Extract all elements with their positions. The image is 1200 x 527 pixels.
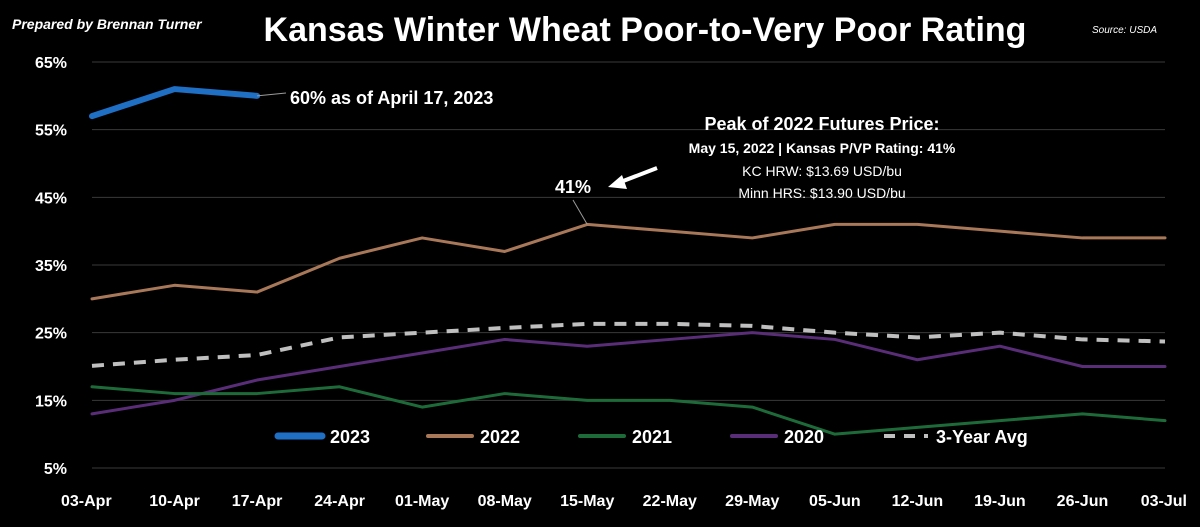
series-line-3-year-avg — [91, 321, 1166, 368]
y-tick-label: 65% — [35, 55, 67, 72]
legend-label: 3-Year Avg — [936, 427, 1028, 447]
y-tick-label: 45% — [35, 190, 67, 207]
arrow-icon — [608, 166, 658, 189]
x-tick-label: 03-Apr — [61, 493, 112, 510]
annotation-41: 41% — [555, 177, 591, 197]
x-tick-label: 24-Apr — [314, 493, 365, 510]
x-tick-label: 17-Apr — [232, 493, 283, 510]
x-tick-label: 26-Jun — [1057, 493, 1109, 510]
x-tick-label: 29-May — [725, 493, 779, 510]
x-tick-label: 15-May — [560, 493, 614, 510]
series-line-2022 — [90, 222, 1167, 301]
y-tick-label: 25% — [35, 326, 67, 343]
series-lines — [89, 86, 1167, 436]
x-tick-label: 01-May — [395, 493, 449, 510]
x-axis-ticks: 03-Apr 10-Apr 17-Apr 24-Apr 01-May 08-May 15-M… — [61, 493, 1187, 510]
peak-line3: KC HRW: $13.69 USD/bu — [742, 163, 902, 179]
credit-text: Prepared by Brennan Turner — [12, 16, 203, 32]
x-tick-label: 19-Jun — [974, 493, 1026, 510]
y-tick-label: 5% — [44, 461, 67, 478]
peak-title: Peak of 2022 Futures Price: — [704, 114, 939, 134]
x-tick-label: 22-May — [643, 493, 697, 510]
x-tick-label: 05-Jun — [809, 493, 861, 510]
legend-label: 2022 — [480, 427, 520, 447]
source-text: Source: USDA — [1092, 25, 1157, 36]
leader-41 — [572, 199, 588, 225]
legend-label: 2023 — [330, 427, 370, 447]
gridlines — [92, 61, 1165, 469]
leader-2023 — [257, 92, 287, 97]
legend-label: 2020 — [784, 427, 824, 447]
annotation-2023: 60% as of April 17, 2023 — [290, 88, 493, 108]
series-line-2021 — [90, 385, 1167, 436]
x-tick-label: 10-Apr — [149, 493, 200, 510]
x-tick-label: 03-Jul — [1141, 493, 1187, 510]
annotations: 60% as of April 17, 2023 41% Peak of 202… — [257, 88, 956, 225]
y-tick-label: 35% — [35, 258, 67, 275]
chart-title: Kansas Winter Wheat Poor-to-Very Poor Ra… — [264, 11, 1027, 49]
y-tick-label: 15% — [35, 393, 67, 410]
y-tick-label: 55% — [35, 123, 67, 140]
peak-line2: May 15, 2022 | Kansas P/VP Rating: 41% — [689, 140, 956, 156]
series-line-2023 — [89, 86, 261, 120]
x-tick-label: 08-May — [478, 493, 532, 510]
peak-line4: Minn HRS: $13.90 USD/bu — [738, 185, 905, 201]
series-line-2020 — [90, 331, 1167, 416]
legend-label: 2021 — [632, 427, 672, 447]
y-axis-ticks: 65% 55% 45% 35% 25% 15% 5% — [35, 55, 67, 478]
x-tick-label: 12-Jun — [892, 493, 944, 510]
legend: 2023 2022 2021 2020 3-Year Avg — [274, 427, 1028, 447]
